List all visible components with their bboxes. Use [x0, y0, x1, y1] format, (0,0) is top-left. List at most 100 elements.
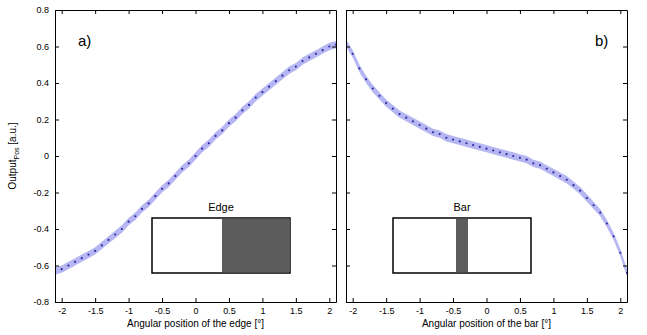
tick-mark	[623, 193, 627, 194]
marker	[606, 222, 608, 224]
marker	[74, 261, 76, 263]
tick-mark	[353, 298, 354, 302]
x-axis-title: Angular position of the bar [°]	[422, 318, 551, 329]
tick-mark	[296, 298, 297, 302]
tick	[229, 10, 230, 14]
tick-label: -1	[125, 306, 133, 316]
markers	[55, 44, 336, 273]
tick-mark	[623, 302, 627, 303]
marker	[114, 233, 116, 235]
tick-mark	[95, 298, 96, 302]
tick-mark	[623, 120, 627, 121]
tick	[95, 10, 96, 14]
axis	[623, 11, 628, 303]
tick-mark	[55, 120, 59, 121]
tick: -1.5	[379, 298, 395, 316]
tick	[620, 10, 621, 14]
marker	[127, 221, 129, 223]
inset-label: Bar	[453, 201, 470, 213]
tick-label: 1.5	[290, 306, 303, 316]
marker	[168, 182, 170, 184]
y-axis-title-unit: [a.u.]	[7, 122, 18, 147]
tick	[346, 120, 350, 121]
tick	[553, 10, 554, 14]
marker	[352, 53, 354, 55]
tick-label: -0.8	[33, 297, 49, 307]
tick: 0.5	[223, 298, 236, 316]
tick-mark	[346, 193, 350, 194]
axis-line	[336, 11, 337, 303]
tick-label: -1.5	[379, 306, 395, 316]
tick	[386, 10, 387, 14]
tick-mark	[346, 120, 350, 121]
tick-mark	[196, 298, 197, 302]
tick-label: -1.5	[88, 306, 104, 316]
tick-mark	[55, 83, 59, 84]
tick: 0.6	[36, 42, 59, 52]
tick-label: -0.2	[33, 188, 49, 198]
tick	[129, 10, 130, 14]
marker	[255, 97, 257, 99]
tick-mark	[55, 10, 59, 11]
tick	[296, 10, 297, 14]
markers	[346, 42, 627, 274]
tick-mark	[332, 47, 336, 48]
marker	[181, 168, 183, 170]
marker	[385, 102, 387, 104]
marker	[141, 208, 143, 210]
tick: 0.5	[514, 298, 527, 316]
tick-mark	[332, 120, 336, 121]
marker	[281, 75, 283, 77]
tick-mark	[587, 10, 588, 14]
marker	[412, 120, 414, 122]
plot-area	[346, 39, 627, 276]
tick: -1	[416, 298, 424, 316]
marker	[526, 159, 528, 161]
tick	[62, 10, 63, 14]
tick-mark	[229, 298, 230, 302]
tick	[623, 156, 627, 157]
tick	[587, 10, 588, 14]
marker	[328, 45, 330, 47]
plot-area	[55, 41, 336, 275]
marker	[301, 60, 303, 62]
tick-mark	[623, 83, 627, 84]
tick-mark	[346, 302, 350, 303]
tick	[420, 10, 421, 14]
tick: -0.2	[33, 188, 59, 198]
tick-mark	[196, 10, 197, 14]
marker	[465, 142, 467, 144]
tick-label: 2	[618, 306, 623, 316]
marker	[552, 171, 554, 173]
marker	[459, 140, 461, 142]
tick	[162, 10, 163, 14]
tick-mark	[453, 298, 454, 302]
tick-mark	[620, 298, 621, 302]
axis	[347, 10, 628, 14]
marker	[101, 244, 103, 246]
tick-mark	[332, 83, 336, 84]
tick-mark	[346, 10, 350, 11]
tick-label: 0	[44, 151, 49, 161]
marker	[67, 264, 69, 266]
tick: -2	[349, 298, 357, 316]
panel-label: a)	[78, 32, 91, 49]
tick	[346, 266, 350, 267]
marker	[485, 148, 487, 150]
marker	[308, 56, 310, 58]
tick-mark	[620, 10, 621, 14]
axis	[56, 10, 337, 14]
tick-mark	[487, 10, 488, 14]
tick-mark	[346, 229, 350, 230]
marker	[275, 80, 277, 82]
tick	[262, 10, 263, 14]
tick-label: -2	[58, 306, 66, 316]
tick	[332, 156, 336, 157]
tick-mark	[386, 298, 387, 302]
error-band	[55, 41, 336, 275]
marker	[121, 228, 123, 230]
marker	[546, 168, 548, 170]
marker	[626, 272, 627, 274]
marker	[619, 252, 621, 254]
tick-mark	[623, 266, 627, 267]
